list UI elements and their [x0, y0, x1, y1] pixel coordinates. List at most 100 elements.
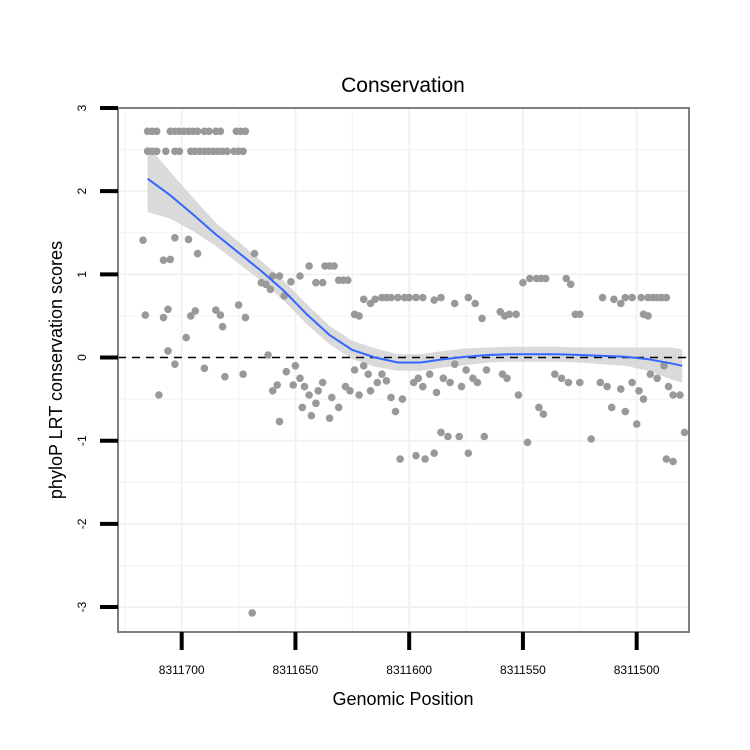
data-point: [680, 428, 689, 437]
data-point: [193, 249, 202, 258]
data-point: [350, 366, 359, 374]
data-point: [617, 385, 625, 393]
data-point: [564, 378, 573, 387]
data-point: [268, 387, 277, 395]
data-point: [218, 322, 227, 331]
data-point: [371, 295, 379, 304]
data-point: [621, 293, 630, 302]
data-point: [289, 381, 298, 389]
data-point: [457, 382, 466, 391]
data-point: [314, 387, 323, 395]
x-tick-label: 8311700: [159, 663, 205, 677]
data-point: [430, 296, 439, 304]
x-tick-label: 8311600: [386, 663, 432, 677]
data-point: [300, 382, 309, 391]
data-point: [155, 391, 163, 399]
smooth-fit-line: [147, 177, 683, 367]
data-point: [421, 455, 429, 463]
data-point: [430, 449, 439, 458]
data-point: [628, 378, 636, 387]
data-point: [480, 432, 489, 441]
data-point: [557, 374, 566, 383]
data-point: [250, 249, 259, 258]
data-point: [330, 262, 338, 270]
y-tick-label: -1: [75, 435, 89, 446]
data-point: [171, 234, 179, 242]
data-point: [566, 280, 575, 289]
data-point: [325, 414, 334, 423]
data-point: [239, 370, 247, 379]
data-point: [603, 382, 611, 391]
data-point: [446, 378, 454, 387]
data-point: [473, 378, 482, 387]
data-point: [282, 367, 291, 376]
data-point: [437, 293, 445, 302]
data-point: [562, 274, 570, 283]
data-point: [653, 374, 661, 383]
data-point: [182, 333, 190, 342]
data-point: [152, 127, 161, 136]
data-point: [503, 374, 511, 383]
data-point: [223, 147, 231, 156]
y-axis-label: phyloP LRT conservation scores: [46, 241, 66, 499]
data-point: [318, 378, 327, 387]
data-point: [312, 399, 320, 408]
data-point: [639, 395, 648, 403]
data-point: [394, 293, 402, 302]
data-point: [328, 393, 336, 402]
data-point: [184, 235, 193, 244]
smooth-line-group: [147, 177, 683, 367]
data-point: [296, 272, 304, 280]
data-point: [216, 311, 225, 319]
data-point: [628, 293, 636, 302]
data-point: [355, 312, 363, 320]
data-point: [587, 435, 595, 443]
data-point: [432, 388, 441, 397]
data-point: [505, 310, 514, 319]
data-point: [205, 127, 213, 136]
data-point: [512, 310, 520, 319]
data-point: [637, 293, 645, 302]
data-point: [264, 351, 272, 359]
x-tick-label: 8311650: [273, 663, 319, 677]
data-point: [437, 428, 445, 437]
data-point: [610, 295, 618, 304]
y-axis: 3 2 1 0 -1 -2 -3: [75, 104, 118, 612]
x-axis: 8311700 8311650 8311600 8311550 8311500: [159, 632, 660, 677]
data-point: [405, 293, 414, 302]
data-point: [234, 301, 243, 309]
data-point: [396, 455, 404, 463]
y-tick-label: 1: [75, 271, 89, 278]
chart-title: Conservation: [341, 74, 465, 97]
data-point: [305, 391, 313, 399]
data-point: [632, 420, 641, 428]
data-point: [621, 407, 630, 416]
data-point: [478, 314, 486, 323]
data-point: [523, 438, 532, 447]
data-point: [152, 147, 161, 156]
data-point: [275, 272, 284, 280]
data-point: [262, 280, 270, 289]
data-point: [462, 366, 470, 374]
data-point: [344, 276, 352, 285]
x-axis-label: Genomic Position: [332, 689, 473, 709]
data-point: [387, 393, 395, 402]
data-point: [171, 360, 179, 369]
data-point: [296, 374, 304, 383]
data-point: [241, 127, 250, 136]
ci-band-group: [147, 145, 683, 383]
data-point: [364, 370, 373, 379]
data-point: [676, 391, 684, 399]
data-point: [139, 236, 147, 244]
data-point: [398, 395, 407, 403]
data-point: [366, 387, 375, 395]
data-point: [164, 305, 172, 314]
data-point: [576, 310, 584, 319]
data-point: [662, 455, 671, 463]
data-point: [669, 391, 677, 399]
data-point: [305, 262, 313, 270]
data-point: [275, 417, 284, 426]
data-point: [307, 411, 316, 420]
data-point: [193, 127, 202, 136]
